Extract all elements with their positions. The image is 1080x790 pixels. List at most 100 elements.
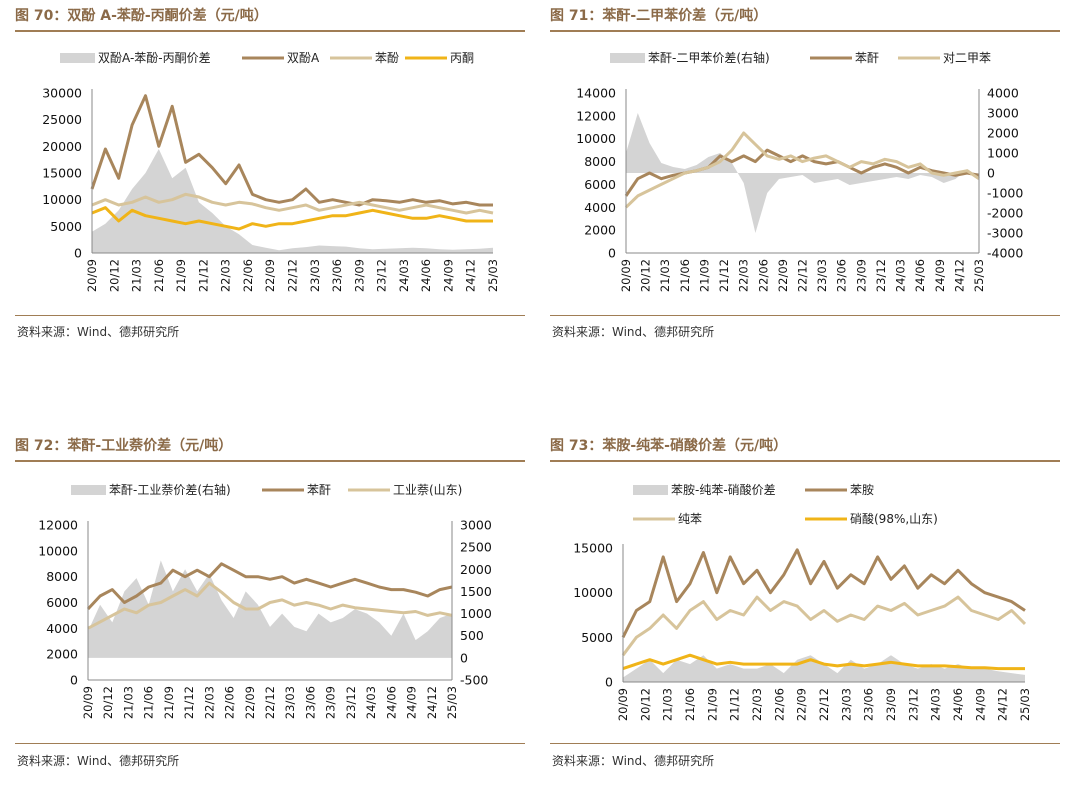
y2-tick-label: 2000	[987, 126, 1019, 141]
x-tick-label: 24/06	[384, 686, 398, 719]
x-tick-label: 20/09	[85, 259, 99, 292]
x-tick-label: 23/09	[854, 259, 868, 292]
y-tick-label: 5000	[50, 219, 82, 234]
legend-label-benzene: 纯苯	[678, 512, 702, 526]
y-tick-label: 25000	[42, 112, 82, 127]
legend-label-px: 对二甲苯	[943, 51, 991, 65]
y-tick-label: 20000	[42, 139, 82, 154]
legend-label-spread: 苯酐-二甲苯价差(右轴)	[648, 50, 770, 65]
x-tick-label: 25/03	[486, 259, 500, 292]
x-tick-label: 23/06	[330, 259, 344, 292]
x-tick-label: 23/12	[375, 259, 389, 292]
x-tick-label: 22/12	[796, 259, 810, 292]
x-tick-label: 22/09	[776, 259, 790, 292]
x-tick-label: 21/09	[705, 688, 719, 721]
plot-area: 30000 25000 20000 15000 10000 5000 020/09 20/12…	[42, 86, 500, 293]
chart-title: 图 70：双酚 A-苯酚-丙酮价差（元/吨）	[15, 8, 268, 24]
x-tick-label: 23/09	[352, 259, 366, 292]
series-line-苯酚	[91, 192, 494, 215]
x-tick-label: 22/03	[202, 686, 216, 719]
series-line-丙酮	[91, 206, 493, 231]
legend-label-aniline: 苯胺	[850, 483, 874, 497]
x-tick-label: 23/09	[884, 688, 898, 721]
x-tick-label: 25/03	[972, 259, 986, 292]
x-tick-label: 23/06	[303, 686, 317, 719]
x-tick-label: 23/12	[344, 686, 358, 719]
y-tick-label: 6000	[46, 595, 78, 610]
x-tick-label: 21/03	[658, 259, 672, 292]
y2-tick-label: -2000	[987, 206, 1023, 221]
legend-swatch-spread	[633, 485, 668, 495]
x-tick-label: 21/12	[196, 259, 210, 292]
y2-tick-label: 0	[987, 166, 995, 181]
series-line-对二甲苯	[624, 131, 980, 209]
source-rule	[550, 743, 1060, 744]
chart-title: 图 73：苯胺-纯苯-硝酸价差（元/吨）	[550, 438, 788, 454]
x-tick-label: 22/09	[263, 259, 277, 292]
source-note: 资料来源：Wind、德邦研究所	[552, 754, 715, 768]
x-tick-label: 20/09	[616, 688, 630, 721]
chart-svg: 双酚A-苯酚-丙酮价差 双酚A 苯酚 丙酮 30000 25000 20000 150…	[42, 51, 500, 293]
x-tick-label: 22/12	[263, 686, 277, 719]
y-tick-label: 8000	[584, 154, 616, 169]
series-area-苯胺-纯苯-硝酸价差	[623, 655, 1025, 682]
y-tick-label: 4000	[584, 200, 616, 215]
legend-label-naphthalene: 工业萘(山东)	[393, 483, 462, 497]
y2-tick-label: 1000	[987, 146, 1019, 161]
x-tick-label: 24/09	[973, 688, 987, 721]
y-tick-label: 2000	[46, 647, 78, 662]
y2-tick-label: 2500	[460, 540, 492, 555]
series-line-纯苯	[621, 595, 1027, 657]
series-area-双酚A-苯酚-丙酮价差	[92, 149, 493, 253]
title-rule	[15, 460, 525, 462]
x-tick-label: 23/03	[815, 259, 829, 292]
y-tick-label: 2000	[584, 223, 616, 238]
y-tick-label: 12000	[576, 108, 616, 123]
x-tick-label: 23/12	[874, 259, 888, 292]
y-tick-label: 15000	[573, 541, 613, 556]
x-tick-label: 24/09	[405, 686, 419, 719]
y2-tick-label: 3000	[987, 106, 1019, 121]
x-tick-label: 24/12	[996, 688, 1010, 721]
y-tick-label: 10000	[38, 543, 78, 558]
source-rule	[15, 315, 525, 316]
y2-tick-label: 1000	[460, 606, 492, 621]
x-tick-label: 23/03	[839, 688, 853, 721]
x-tick-label: 22/06	[223, 686, 237, 719]
y2-tick-label: 4000	[987, 86, 1019, 101]
chart-title: 图 72：苯酐-工业萘价差（元/吨）	[15, 438, 233, 454]
y-tick-label: 0	[74, 246, 82, 261]
series-area-苯酐-工业萘价差(右轴)	[88, 560, 452, 658]
y-tick-label: 12000	[38, 518, 78, 533]
source-rule	[550, 315, 1060, 316]
y2-tick-label: -1000	[987, 186, 1023, 201]
x-tick-label: 25/03	[445, 686, 459, 719]
x-tick-label: 24/06	[419, 259, 433, 292]
x-tick-label: 25/03	[1018, 688, 1032, 721]
x-tick-label: 22/06	[241, 259, 255, 292]
y-tick-label: 10000	[576, 131, 616, 146]
series-line-硝酸(98%,山东)	[622, 653, 1025, 671]
legend-swatch-spread	[71, 485, 106, 495]
x-tick-label: 23/09	[324, 686, 338, 719]
y-tick-label: 0	[608, 246, 616, 261]
chart-svg: 苯胺-纯苯-硝酸价差 苯胺 纯苯 硝酸(98%,山东) 15000 10000 50…	[573, 482, 1032, 721]
chart-svg: 苯酐-二甲苯价差(右轴) 苯酐 对二甲苯 1400012000100008000…	[576, 50, 1023, 292]
x-tick-label: 24/12	[952, 259, 966, 292]
source-note: 资料来源：Wind、德邦研究所	[17, 754, 180, 768]
x-tick-label: 20/12	[107, 259, 121, 292]
x-tick-label: 22/03	[750, 688, 764, 721]
y-tick-label: 0	[605, 675, 613, 690]
y2-tick-label: -4000	[987, 246, 1023, 261]
legend-label-acetone: 丙酮	[450, 51, 474, 65]
x-tick-label: 20/12	[638, 688, 652, 721]
x-tick-label: 21/03	[130, 259, 144, 292]
x-tick-label: 22/06	[756, 259, 770, 292]
x-tick-label: 23/03	[283, 686, 297, 719]
series-line-工业萘(山东)	[87, 581, 453, 630]
legend-label-spread: 苯胺-纯苯-硝酸价差	[671, 482, 776, 497]
x-tick-label: 24/12	[425, 686, 439, 719]
legend: 苯酐-工业萘价差(右轴) 苯酐 工业萘(山东)	[71, 482, 462, 497]
y-tick-label: 8000	[46, 569, 78, 584]
x-tick-label: 23/12	[906, 688, 920, 721]
